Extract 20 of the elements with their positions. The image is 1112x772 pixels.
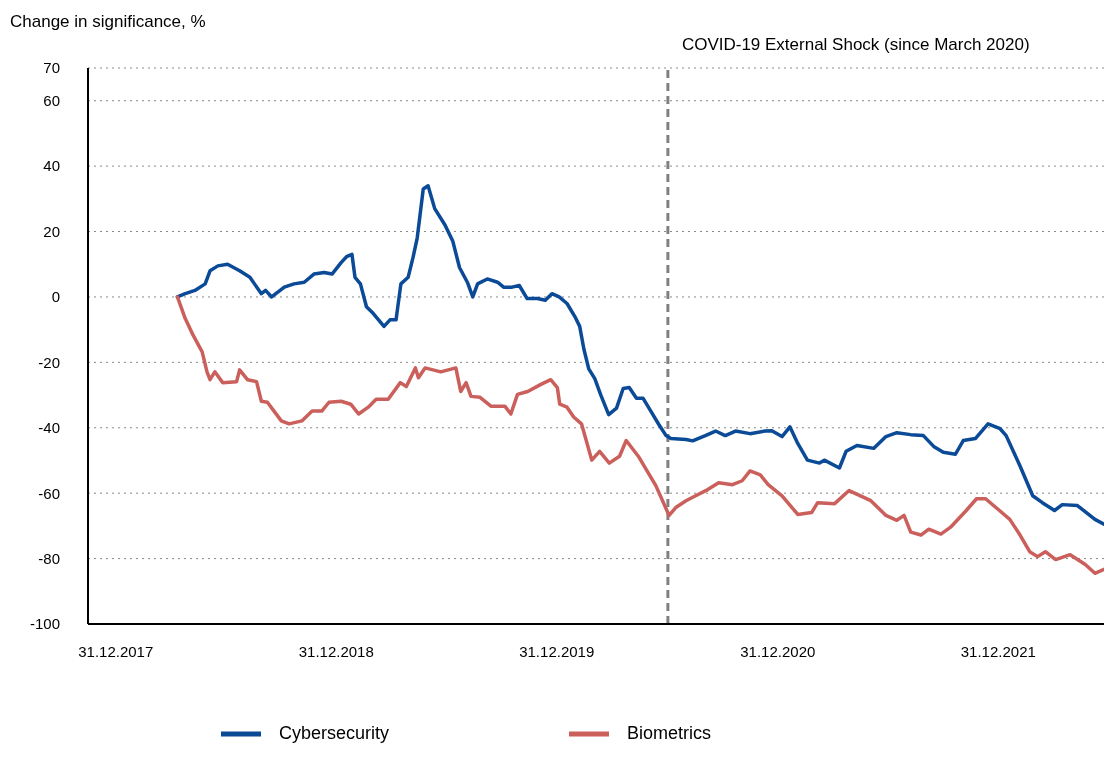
y-axis-title: Change in significance, % <box>10 12 206 32</box>
y-tick-label: 0 <box>51 288 60 306</box>
y-tick-label: -60 <box>38 484 60 502</box>
y-tick-label: -20 <box>38 353 60 371</box>
y-tick-label: 20 <box>43 222 60 240</box>
y-tick-label: -100 <box>29 615 60 633</box>
y-tick-label: 40 <box>43 157 60 175</box>
y-tick-label: 60 <box>43 92 60 110</box>
x-tick-label: 31.12.2020 <box>740 642 816 660</box>
y-tick-label: -40 <box>38 419 60 437</box>
line-series <box>175 295 1104 576</box>
x-tick-label: 31.12.2017 <box>78 642 154 660</box>
x-tick-label: 31.12.2021 <box>960 642 1036 660</box>
ref-line-label: COVID-19 External Shock (since March 2020) <box>681 35 1030 54</box>
y-tick-label: 70 <box>43 59 60 77</box>
x-tick-label: 31.12.2019 <box>519 642 595 660</box>
x-tick-label: 31.12.2018 <box>298 642 374 660</box>
legend-label: Biometrics <box>627 722 712 743</box>
y-tick-label: -80 <box>38 549 60 567</box>
legend-label: Cybersecurity <box>278 722 389 743</box>
